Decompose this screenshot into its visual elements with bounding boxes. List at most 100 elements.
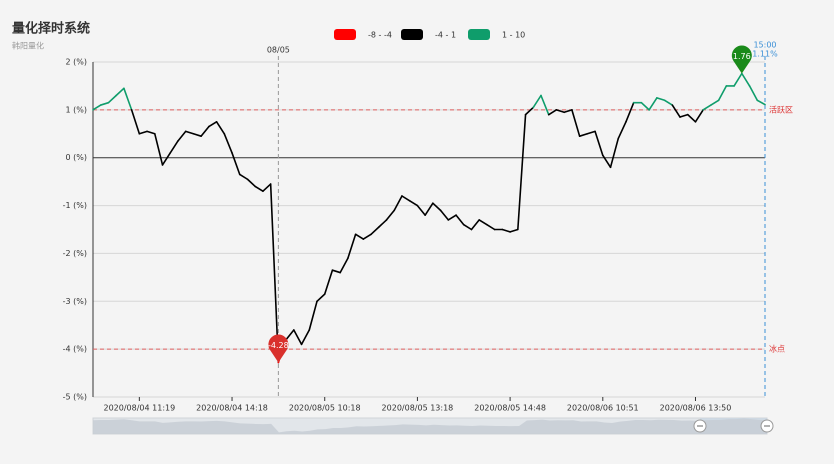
- line-segment: [486, 223, 496, 231]
- line-segment: [269, 183, 280, 364]
- line-segment: [238, 173, 249, 181]
- line-segment: [177, 130, 187, 142]
- line-segment: [354, 233, 365, 240]
- line-segment: [192, 132, 202, 137]
- x-tick-label: 2020/08/05 14:48: [474, 404, 546, 413]
- line-segment: [385, 209, 396, 221]
- line-segment: [184, 130, 195, 135]
- line-segment: [377, 219, 388, 228]
- line-segment: [710, 99, 720, 106]
- mark-pin-label: -4.28: [268, 341, 289, 350]
- line-segment: [308, 300, 318, 331]
- line-segment: [663, 99, 674, 106]
- line-segment: [656, 97, 666, 102]
- line-segment: [609, 137, 620, 169]
- line-segment: [679, 113, 689, 118]
- line-segment: [640, 101, 650, 111]
- y-tick-label: 0 (%): [66, 153, 87, 162]
- line-segment: [741, 72, 751, 87]
- line-segment: [416, 204, 426, 216]
- line-segment: [601, 154, 612, 169]
- x-tick-label: 2020/08/05 10:18: [289, 404, 361, 413]
- line-segment: [138, 130, 148, 135]
- legend-label: -4 - 1: [435, 31, 456, 40]
- line-segment: [594, 130, 604, 157]
- line-segment: [524, 106, 535, 116]
- legend-swatch[interactable]: [468, 29, 490, 40]
- line-segment: [517, 113, 527, 231]
- end-value: 1.11%: [752, 50, 778, 59]
- line-segment: [555, 109, 565, 114]
- x-tick-label: 2020/08/04 14:18: [196, 404, 268, 413]
- y-tick-label: -4 (%): [63, 345, 87, 354]
- line-segment: [208, 121, 218, 128]
- zoom-preview: [93, 418, 767, 434]
- line-segment: [339, 257, 349, 274]
- line-segment: [153, 132, 164, 166]
- y-tick-label: -3 (%): [63, 297, 87, 306]
- y-tick-label: 1 (%): [66, 105, 87, 114]
- line-segment: [123, 87, 133, 111]
- line-segment: [470, 219, 481, 231]
- line-segment: [694, 109, 705, 123]
- line-segment: [756, 99, 766, 106]
- chart-subtitle: 韩阳量化: [12, 41, 44, 51]
- y-tick-label: -5 (%): [63, 393, 87, 402]
- line-segment: [447, 214, 457, 221]
- mark-pin: [268, 334, 289, 363]
- line-segment: [571, 109, 581, 137]
- line-segment: [501, 228, 511, 233]
- line-segment: [293, 329, 303, 346]
- x-tick-label: 2020/08/06 13:50: [660, 404, 732, 413]
- line-segment: [92, 104, 102, 111]
- mark-pin-label: 1.76: [733, 52, 751, 61]
- line-segment: [331, 269, 341, 274]
- line-segment: [586, 130, 596, 135]
- line-segment: [316, 293, 326, 303]
- line-segment: [408, 199, 419, 207]
- line-segment: [748, 85, 759, 102]
- line-segment: [130, 109, 141, 135]
- line-segment: [323, 269, 334, 295]
- line-segment: [254, 185, 264, 193]
- line-segment: [509, 228, 519, 233]
- legend-swatch[interactable]: [401, 29, 423, 40]
- line-segment: [200, 125, 210, 137]
- mark-line-label: 活跃区: [769, 104, 793, 114]
- line-segment: [432, 202, 442, 212]
- line-segment: [439, 209, 450, 221]
- line-segment: [393, 195, 403, 212]
- x-tick-label: 2020/08/05 13:18: [382, 404, 454, 413]
- line-segment: [161, 152, 172, 166]
- line-segment: [648, 97, 658, 111]
- line-segment: [99, 101, 110, 106]
- line-segment: [625, 101, 635, 123]
- x-tick-label: 2020/08/06 10:51: [567, 404, 639, 413]
- line-segment: [223, 132, 233, 154]
- line-segment: [424, 202, 434, 216]
- line-segment: [532, 94, 542, 109]
- line-segment: [733, 72, 743, 87]
- chart-title: 量化择时系统: [12, 21, 90, 37]
- line-segment: [246, 178, 257, 188]
- mark-line-label: 冰点: [769, 344, 785, 354]
- line-segment: [462, 223, 473, 231]
- line-segment: [231, 152, 241, 176]
- legend-swatch[interactable]: [334, 29, 356, 40]
- line-segment: [362, 233, 372, 240]
- line-segment: [563, 109, 573, 114]
- line-segment: [478, 219, 488, 226]
- line-segment: [702, 104, 712, 111]
- line-segment: [547, 109, 558, 116]
- mark-pin: [731, 45, 752, 74]
- vertical-mark-label: 08/05: [267, 46, 290, 55]
- y-tick-label: 2 (%): [66, 58, 87, 67]
- line-segment: [578, 132, 589, 137]
- line-segment: [401, 195, 411, 202]
- line-segment: [262, 183, 272, 193]
- line-segment: [617, 121, 627, 140]
- line-segment: [107, 94, 117, 104]
- line-segment: [169, 140, 179, 154]
- legend-label: 1 - 10: [502, 31, 525, 40]
